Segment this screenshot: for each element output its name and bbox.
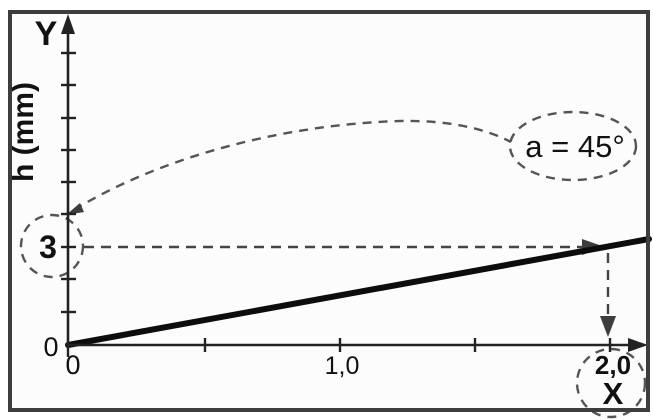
y-axis-unit-label: h (mm) <box>7 82 40 182</box>
callout-circle-x2 <box>575 347 647 419</box>
callout-ellipse-angle <box>508 110 638 182</box>
plot-line <box>65 236 652 348</box>
y-axis-arrowhead <box>61 14 75 34</box>
x-axis-name-label: X <box>603 376 624 411</box>
figure-frame <box>8 10 650 412</box>
x-tick-1-label: 1,0 <box>325 352 360 380</box>
x-axis-arrowhead <box>628 338 648 352</box>
plot-background <box>10 12 648 410</box>
leader-curve <box>73 119 512 212</box>
leader-curve-arrowhead <box>66 203 84 215</box>
x-origin-label: 0 <box>65 350 80 380</box>
y-tick-3-label: 3 <box>39 229 57 265</box>
y-origin-label: 0 <box>43 332 58 362</box>
x-tick-2-label: 2,0 <box>595 350 631 380</box>
guide-vertical-arrowhead <box>600 316 616 337</box>
y-axis-name-label: Y <box>35 15 58 53</box>
angle-annotation-label: a = 45° <box>525 129 624 164</box>
callout-circle-y3 <box>19 213 85 279</box>
